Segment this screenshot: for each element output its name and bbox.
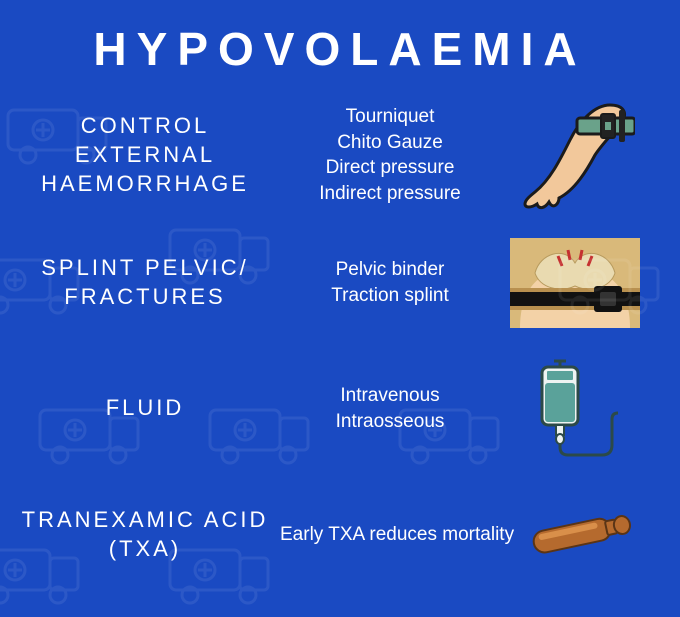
row-txa: TRANEXAMIC ACID (TXA) Early TXA reduces …	[20, 485, 660, 585]
tourniquet-arm-icon	[510, 105, 640, 205]
row-fluid: FLUID Intravenous Intraosseous	[20, 359, 660, 459]
ampoule-icon	[510, 485, 640, 585]
item: Direct pressure	[280, 155, 500, 181]
row-heading: TRANEXAMIC ACID (TXA)	[20, 506, 270, 563]
row-heading: FLUID	[20, 394, 270, 423]
row-items: Pelvic binder Traction splint	[280, 257, 500, 308]
content-rows: CONTROL EXTERNAL HAEMORRHAGE Tourniquet …	[0, 104, 680, 585]
item: Indirect pressure	[280, 181, 500, 207]
row-items: Early TXA reduces mortality	[280, 522, 500, 548]
row-heading: CONTROL EXTERNAL HAEMORRHAGE	[20, 112, 270, 198]
pelvic-binder-icon	[510, 233, 640, 333]
row-haemorrhage: CONTROL EXTERNAL HAEMORRHAGE Tourniquet …	[20, 104, 660, 207]
row-items: Intravenous Intraosseous	[280, 383, 500, 434]
item: Early TXA reduces mortality	[280, 522, 500, 548]
page-title: HYPOVOLAEMIA	[0, 0, 680, 76]
iv-bag-icon	[510, 359, 640, 459]
item: Traction splint	[280, 283, 500, 309]
row-splint: SPLINT PELVIC/ FRACTURES Pelvic binder T…	[20, 233, 660, 333]
row-items: Tourniquet Chito Gauze Direct pressure I…	[280, 104, 500, 207]
item: Chito Gauze	[280, 130, 500, 156]
item: Tourniquet	[280, 104, 500, 130]
item: Pelvic binder	[280, 257, 500, 283]
item: Intraosseous	[280, 409, 500, 435]
item: Intravenous	[280, 383, 500, 409]
row-heading: SPLINT PELVIC/ FRACTURES	[20, 254, 270, 311]
